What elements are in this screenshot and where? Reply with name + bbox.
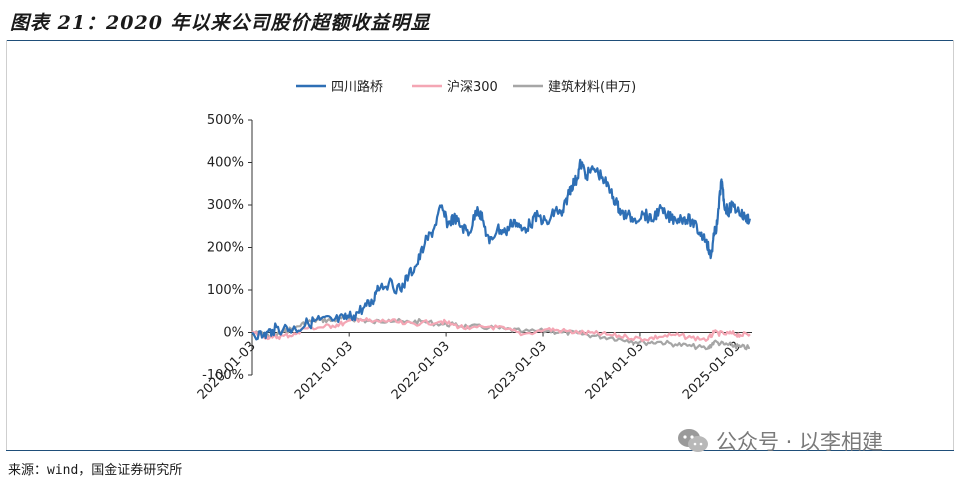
y-tick-label: 100% [207,283,244,298]
legend: 四川路桥 沪深300 建筑材料(申万) [296,79,636,95]
series-line-0 [251,158,751,341]
x-tick-label: 2024-01-03 [583,339,647,403]
chart-frame [6,40,954,450]
y-tick-label: 300% [207,198,244,213]
y-tick-label: 400% [207,156,244,171]
x-tick-label: 2021-01-03 [292,339,356,403]
legend-label: 四川路桥 [331,79,383,95]
figure-title: 图表 21：2020 年以来公司股价超额收益明显 [10,12,431,34]
bottom-rule [6,450,954,451]
wechat-icon [678,429,708,452]
top-rule [6,40,954,41]
legend-label: 沪深300 [447,79,498,95]
y-tick-label: 0% [223,326,244,341]
x-tick-label: 2022-01-03 [389,339,453,403]
plot-area [251,158,751,351]
watermark: 公众号 · 以李相建 [676,426,883,456]
source-note: 来源：wind，国金证券研究所 [8,463,183,478]
x-tick-label: 2025-01-03 [680,339,744,403]
y-axis: 500% 400% 300% 200% 100% 0% -100% [202,113,253,383]
series-line-1 [251,317,751,343]
y-tick-label: -100% [202,368,244,383]
legend-label: 建筑材料(申万) [548,79,636,95]
y-tick-label: 200% [207,241,244,256]
watermark-text: 公众号 · 以李相建 [716,430,884,454]
x-tick-label: 2023-01-03 [486,339,550,403]
y-tick-label: 500% [207,113,244,128]
line-chart: 四川路桥 沪深300 建筑材料(申万) 500% 400% 300% 200% 100% 0%… [195,79,752,403]
